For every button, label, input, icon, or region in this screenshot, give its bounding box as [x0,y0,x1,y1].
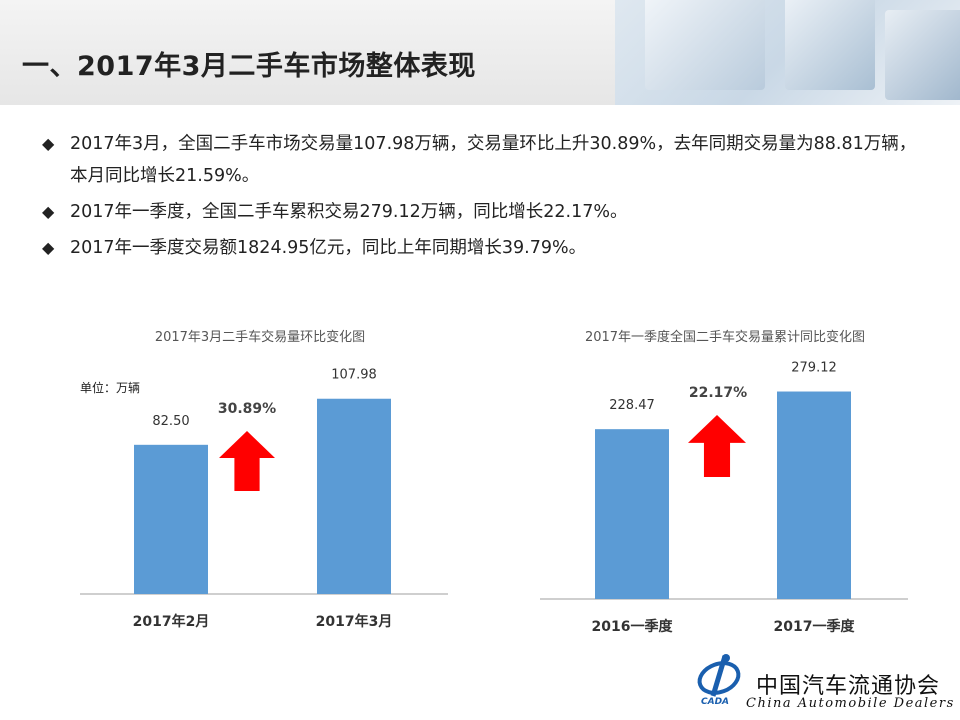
category-label: 2017年3月 [316,613,393,630]
bullet-item: ◆ 2017年一季度交易额1824.95亿元，同比上年同期增长39.79%。 [42,232,932,264]
logo-text: CADA [701,697,729,707]
bullet-text: 2017年3月，全国二手车市场交易量107.98万辆，交易量环比上升30.89%… [70,134,917,186]
chart1-title: 2017年3月二手车交易量环比变化图 [154,330,366,345]
bar [595,429,669,599]
up-arrow-icon [219,431,275,491]
bar [317,398,391,594]
page-title: 一、2017年3月二手车市场整体表现 [22,51,476,82]
value-label: 279.12 [791,361,837,376]
bullet-item: ◆ 2017年3月，全国二手车市场交易量107.98万辆，交易量环比上升30.8… [42,128,932,192]
growth-label: 22.17% [689,385,747,401]
value-label: 228.47 [609,398,655,413]
value-label: 107.98 [331,368,377,383]
org-name-cn: 中国汽车流通协会 [756,674,941,699]
header-band: 一、2017年3月二手车市场整体表现 [0,0,960,105]
growth-label: 30.89% [218,401,276,417]
chart2-title: 2017年一季度全国二手车交易量累计同比变化图 [584,330,866,345]
diamond-bullet-icon: ◆ [42,202,55,221]
value-label: 82.50 [152,414,189,429]
chart2-yoy-cumulative: 228.47 2016一季度 279.12 2017一季度 22.17% [540,361,908,635]
header-decoration [615,0,960,105]
bar [777,391,851,599]
bullet-item: ◆ 2017年一季度，全国二手车累积交易279.12万辆，同比增长22.17%。 [42,196,932,228]
org-name-en: China Automobile Dealers [746,696,955,711]
bullet-text: 2017年一季度，全国二手车累积交易279.12万辆，同比增长22.17%。 [70,202,628,222]
cada-logo-icon: CADA [697,654,741,707]
chart1-mom-volume: 82.50 2017年2月 107.98 2017年3月 30.89% 单位：万辆 [80,368,448,630]
category-label: 2016一季度 [592,618,674,635]
summary-bullets: ◆ 2017年3月，全国二手车市场交易量107.98万辆，交易量环比上升30.8… [42,128,932,268]
unit-label: 单位：万辆 [80,380,140,395]
bullet-text: 2017年一季度交易额1824.95亿元，同比上年同期增长39.79%。 [70,238,587,258]
bar [134,444,208,594]
up-arrow-icon [688,415,746,477]
diamond-bullet-icon: ◆ [42,238,55,257]
category-label: 2017年2月 [133,613,210,630]
category-label: 2017一季度 [774,618,856,635]
diamond-bullet-icon: ◆ [42,134,55,153]
